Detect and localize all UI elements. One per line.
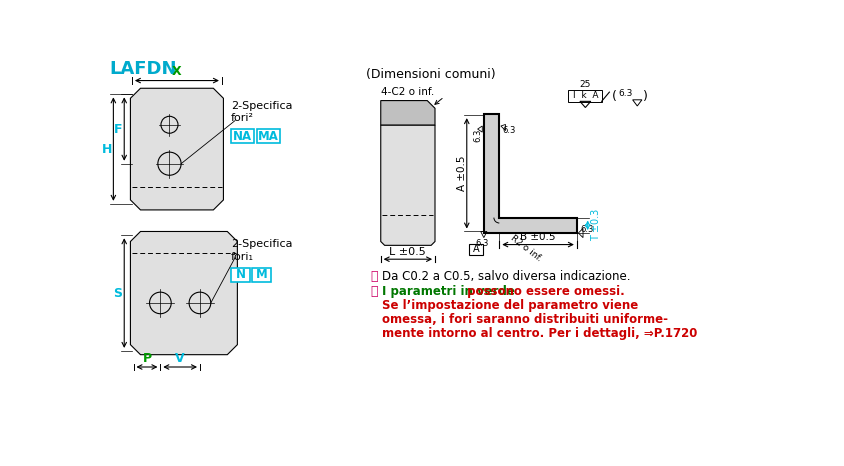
Text: T ±0.3: T ±0.3	[590, 209, 600, 241]
Text: omessa, i fori saranno distribuiti uniforme-: omessa, i fori saranno distribuiti unifo…	[381, 313, 667, 326]
FancyBboxPatch shape	[231, 129, 254, 143]
Polygon shape	[381, 101, 435, 125]
Text: F: F	[114, 123, 122, 136]
Text: (Dimensioni comuni): (Dimensioni comuni)	[366, 68, 495, 81]
Text: ): )	[643, 90, 647, 103]
FancyBboxPatch shape	[568, 90, 602, 102]
Text: N: N	[235, 268, 246, 281]
Text: LAFDN: LAFDN	[110, 60, 176, 78]
Text: L ±0.5: L ±0.5	[389, 247, 425, 257]
Text: 25: 25	[579, 80, 590, 89]
Text: 4-C2 o inf.: 4-C2 o inf.	[381, 87, 434, 97]
Polygon shape	[381, 125, 435, 245]
Text: S: S	[113, 287, 122, 300]
Text: 6.3: 6.3	[579, 226, 592, 234]
Text: 2-Specifica
fori₁: 2-Specifica fori₁	[231, 239, 292, 261]
FancyBboxPatch shape	[231, 267, 250, 281]
Text: 2-Specifica
fori²: 2-Specifica fori²	[231, 101, 292, 123]
Text: P: P	[143, 352, 151, 365]
Text: MA: MA	[257, 130, 279, 143]
Text: Da C0.2 a C0.5, salvo diversa indicazione.: Da C0.2 a C0.5, salvo diversa indicazion…	[381, 270, 630, 283]
Text: R2 o inf.: R2 o inf.	[508, 233, 543, 263]
FancyBboxPatch shape	[468, 244, 483, 254]
Text: l  k  A: l k A	[572, 91, 598, 101]
Text: A: A	[472, 244, 479, 254]
Text: X: X	[172, 65, 181, 78]
Text: B ±0.5: B ±0.5	[520, 232, 555, 242]
Text: M: M	[255, 268, 267, 281]
Polygon shape	[484, 114, 576, 233]
FancyBboxPatch shape	[257, 129, 279, 143]
Text: 6.3: 6.3	[473, 129, 482, 142]
Text: 6.3: 6.3	[502, 126, 515, 135]
Text: (: (	[611, 90, 616, 103]
Text: V: V	[176, 352, 185, 365]
Text: A ±0.5: A ±0.5	[457, 156, 467, 191]
Text: mente intorno al centro. Per i dettagli, ⇒P.1720: mente intorno al centro. Per i dettagli,…	[381, 327, 696, 340]
FancyBboxPatch shape	[252, 267, 270, 281]
Polygon shape	[130, 88, 223, 210]
Polygon shape	[130, 232, 237, 355]
Text: 6.3: 6.3	[475, 239, 489, 248]
Text: NA: NA	[233, 130, 252, 143]
Text: I parametri in verde: I parametri in verde	[381, 285, 514, 298]
Text: ⓘ: ⓘ	[371, 270, 378, 283]
Text: possono essere omessi.: possono essere omessi.	[463, 285, 624, 298]
Text: 6.3: 6.3	[618, 89, 632, 98]
Text: ⓘ: ⓘ	[371, 285, 378, 298]
Text: Se l’impostazione del parametro viene: Se l’impostazione del parametro viene	[381, 299, 637, 312]
Text: H: H	[102, 143, 112, 156]
